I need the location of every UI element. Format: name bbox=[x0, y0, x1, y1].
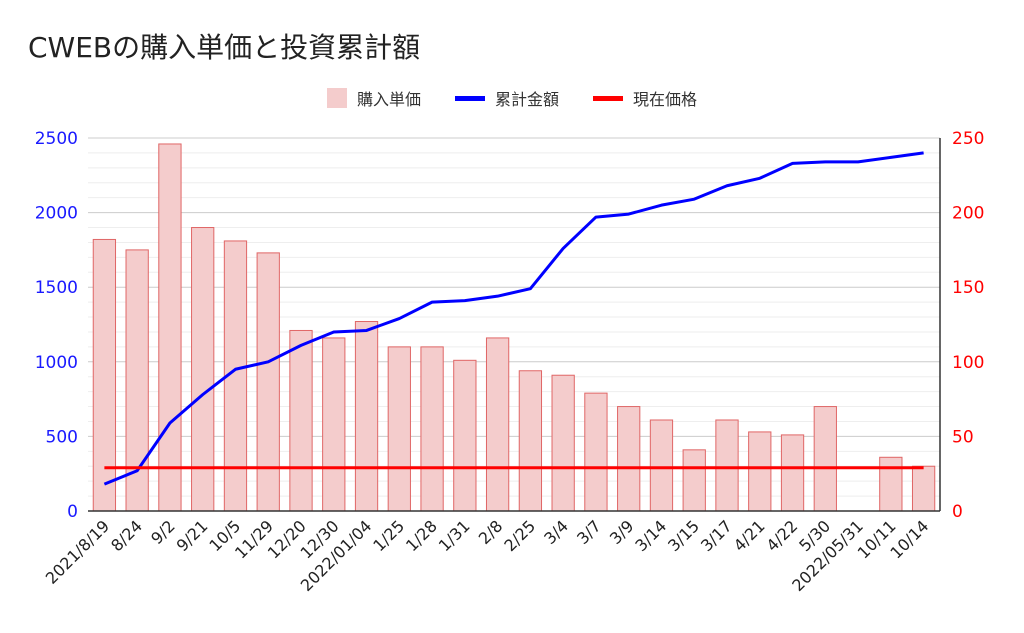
y-right-tick-label: 250 bbox=[952, 129, 984, 149]
y-left-tick-label: 500 bbox=[46, 427, 78, 447]
bar bbox=[420, 346, 444, 512]
bar bbox=[813, 406, 837, 512]
x-tick-label: 1/31 bbox=[435, 516, 474, 555]
x-tick-label: 8/24 bbox=[107, 516, 146, 555]
legend-swatch-bar bbox=[326, 88, 347, 108]
bar bbox=[748, 431, 772, 512]
legend-item-current-price: 現在価格 bbox=[593, 86, 697, 110]
bar bbox=[682, 449, 706, 512]
bar bbox=[92, 238, 117, 512]
x-tick-label: 1/28 bbox=[402, 516, 441, 555]
bar bbox=[879, 456, 903, 512]
y-left-tick-label: 2500 bbox=[35, 129, 78, 149]
x-tick-label: 3/14 bbox=[631, 516, 670, 555]
legend-swatch-current-price bbox=[593, 95, 623, 101]
bar bbox=[780, 434, 805, 512]
x-tick-label: 9/21 bbox=[173, 516, 212, 555]
chart-title: CWEBの購入単価と投資累計額 bbox=[28, 31, 421, 64]
chart-legend: 購入単価 累計金額 現在価格 bbox=[0, 86, 1024, 110]
y-left-tick-label: 1500 bbox=[35, 278, 78, 298]
bar bbox=[387, 346, 411, 512]
bar bbox=[617, 406, 641, 512]
cumulative-amount-line bbox=[103, 151, 924, 486]
bar bbox=[649, 419, 674, 512]
y-right-tick-label: 200 bbox=[952, 204, 984, 224]
y-left-tick-label: 2000 bbox=[35, 204, 78, 224]
legend-item-cumulative: 累計金額 bbox=[454, 86, 559, 110]
bar bbox=[551, 374, 575, 512]
x-tick-label: 3/7 bbox=[573, 516, 605, 548]
x-tick-label: 4/22 bbox=[763, 516, 802, 555]
bar bbox=[322, 337, 346, 512]
bar bbox=[584, 392, 608, 512]
bar bbox=[256, 252, 280, 512]
x-tick-label: 2/25 bbox=[500, 516, 539, 555]
legend-label-bar: 購入単価 bbox=[356, 90, 421, 109]
bar bbox=[289, 329, 313, 512]
x-tick-label: 3/4 bbox=[540, 516, 572, 548]
y-left-tick-label: 0 bbox=[67, 502, 78, 522]
y-right-tick-label: 150 bbox=[952, 278, 984, 298]
x-tick-label: 10/14 bbox=[886, 516, 932, 562]
y-right-tick-label: 50 bbox=[952, 427, 974, 447]
x-tick-label: 1/25 bbox=[369, 516, 408, 555]
x-tick-label: 2021/8/19 bbox=[42, 516, 113, 587]
legend-swatch-cumulative bbox=[454, 95, 485, 101]
legend-item-bar: 購入単価 bbox=[326, 86, 421, 110]
bar bbox=[715, 419, 739, 512]
y-left-tick-label: 1000 bbox=[35, 353, 78, 373]
bar bbox=[518, 370, 543, 512]
x-tick-label: 3/17 bbox=[697, 516, 736, 555]
bar bbox=[453, 359, 477, 512]
x-tick-label: 3/15 bbox=[664, 516, 703, 555]
bar bbox=[911, 465, 936, 512]
y-right-tick-label: 0 bbox=[952, 502, 963, 522]
legend-label-current-price: 現在価格 bbox=[633, 90, 698, 109]
bar bbox=[354, 321, 379, 512]
bar bbox=[158, 143, 182, 512]
x-tick-label: 4/21 bbox=[730, 516, 769, 555]
legend-label-cumulative: 累計金額 bbox=[494, 90, 559, 109]
y-right-tick-label: 100 bbox=[952, 353, 984, 373]
bar bbox=[485, 337, 510, 512]
